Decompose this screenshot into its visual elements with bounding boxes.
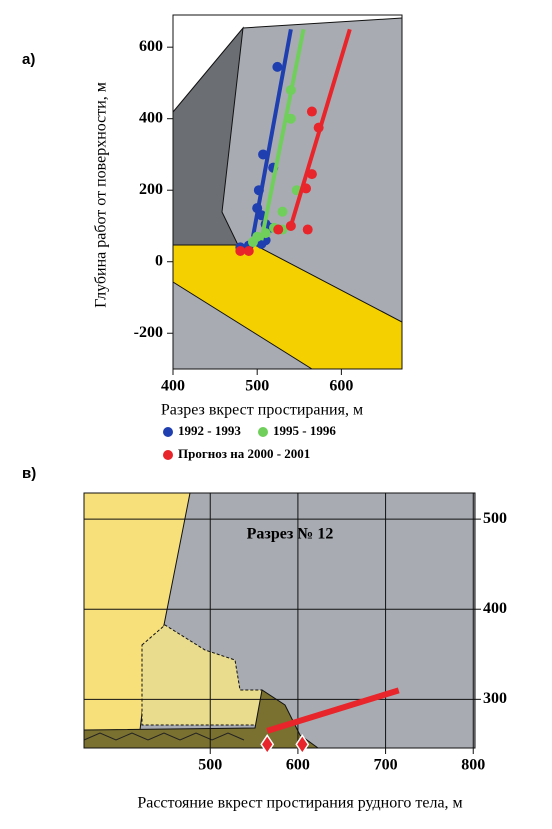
y-tick-label: -200 <box>134 324 163 341</box>
chart-title: Разрез № 12 <box>247 526 334 543</box>
legend-marker <box>258 427 268 437</box>
y-tick-label: 0 <box>155 252 163 269</box>
x-tick-label: 400 <box>161 378 185 395</box>
y-tick-label: 400 <box>483 600 507 617</box>
point <box>286 85 296 95</box>
point <box>307 107 317 117</box>
point <box>277 207 287 217</box>
panel-label: а) <box>22 51 35 68</box>
x-tick-label: 500 <box>245 378 269 395</box>
legend-label: 1995 - 1996 <box>273 423 336 438</box>
panel-label: в) <box>22 465 36 482</box>
point <box>303 225 313 235</box>
x-tick-label: 600 <box>329 378 353 395</box>
x-axis-label: Расстояние вкрест простирания рудного те… <box>137 795 462 812</box>
legend-label: Прогноз на 2000 - 2001 <box>178 446 310 461</box>
point <box>248 237 258 247</box>
point <box>286 221 296 231</box>
point <box>314 123 324 133</box>
point <box>235 246 245 256</box>
legend-label: 1992 - 1993 <box>178 423 241 438</box>
x-tick-label: 600 <box>286 757 310 774</box>
point <box>301 183 311 193</box>
x-axis-label: Разрез вкрест простирания, м <box>161 402 363 419</box>
point <box>272 62 282 72</box>
y-tick-label: 600 <box>139 38 163 55</box>
legend-marker <box>163 427 173 437</box>
figure: а) Разрез вкрест простирания, м Глубина … <box>0 0 552 824</box>
y-axis-label: Глубина работ от поверхности, м <box>93 82 110 308</box>
y-tick-label: 500 <box>483 510 507 527</box>
x-tick-label: 800 <box>461 757 485 774</box>
point <box>258 149 268 159</box>
x-tick-label: 700 <box>374 757 398 774</box>
x-tick-label: 500 <box>198 757 222 774</box>
geology-a <box>173 15 402 369</box>
y-tick-label: 300 <box>483 690 507 707</box>
point <box>307 169 317 179</box>
point <box>273 225 283 235</box>
y-tick-label: 400 <box>139 109 163 126</box>
legend-marker <box>163 450 173 460</box>
point <box>254 185 264 195</box>
point <box>286 114 296 124</box>
y-tick-label: 200 <box>139 181 163 198</box>
